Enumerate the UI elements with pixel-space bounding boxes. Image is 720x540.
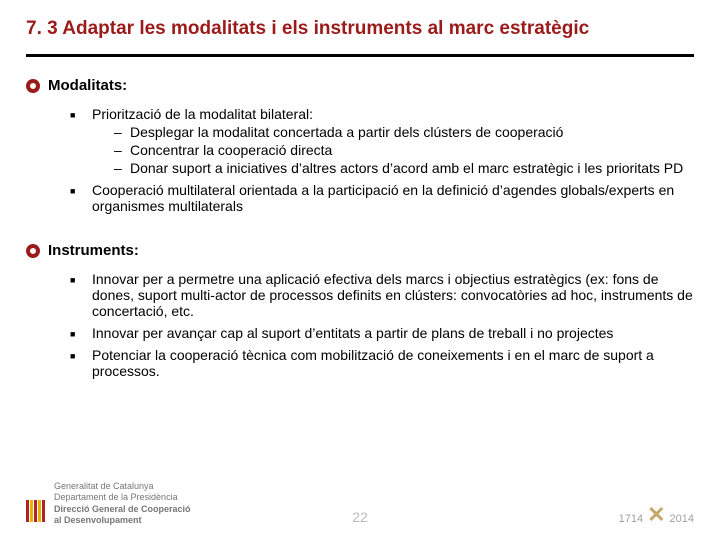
year-left: 1714: [619, 513, 643, 526]
section-heading: Modalitats:: [26, 77, 694, 94]
list-item: Innovar per avançar cap al suport d’enti…: [70, 325, 694, 341]
footer-org-line: Departament de la Presidència: [54, 492, 191, 503]
section-heading-text: Instruments:: [48, 242, 139, 259]
list-item-text: Priorització de la modalitat bilateral:: [92, 106, 313, 122]
list-item-text: Innovar per a permetre una aplicació ef…: [92, 271, 693, 319]
year-right: 2014: [670, 513, 694, 526]
sub-list-item: Donar suport a iniciatives d’altres acto…: [114, 160, 694, 176]
footer-org-line: Generalitat de Catalunya: [54, 481, 191, 492]
cross-icon: ✕: [647, 504, 665, 526]
section-heading-text: Modalitats:: [48, 77, 127, 94]
bullet-list: Innovar per a permetre una aplicació ef…: [26, 271, 694, 379]
list-item-text: Innovar per avançar cap al suport d’enti…: [92, 325, 613, 341]
bullet-list: Priorització de la modalitat bilateral:…: [26, 106, 694, 214]
ring-icon: [26, 244, 40, 258]
list-item-text: Cooperació multilateral orientada a la …: [92, 182, 674, 214]
title-rule: [26, 54, 694, 57]
sub-list-item: Concentrar la cooperació directa: [114, 142, 694, 158]
sub-list: Desplegar la modalitat concertada a part…: [92, 124, 694, 176]
section-heading: Instruments:: [26, 242, 694, 259]
list-item: Priorització de la modalitat bilateral:…: [70, 106, 694, 176]
list-item: Innovar per a permetre una aplicació ef…: [70, 271, 694, 319]
slide: 7. 3 Adaptar les modalitats i els instru…: [0, 0, 720, 540]
ring-icon: [26, 79, 40, 93]
sub-list-item: Desplegar la modalitat concertada a part…: [114, 124, 694, 140]
list-item: Potenciar la cooperació tècnica com mo…: [70, 347, 694, 379]
page-number: 22: [26, 509, 694, 526]
slide-title: 7. 3 Adaptar les modalitats i els instru…: [26, 18, 694, 40]
footer: Generalitat de CatalunyaDepartament de l…: [26, 472, 694, 526]
list-item: Cooperació multilateral orientada a la …: [70, 182, 694, 214]
content-area: Modalitats: Priorització de la modalitat…: [26, 77, 694, 379]
footer-right: 1714 ✕ 2014: [619, 504, 694, 526]
list-item-text: Potenciar la cooperació tècnica com mo…: [92, 347, 654, 379]
